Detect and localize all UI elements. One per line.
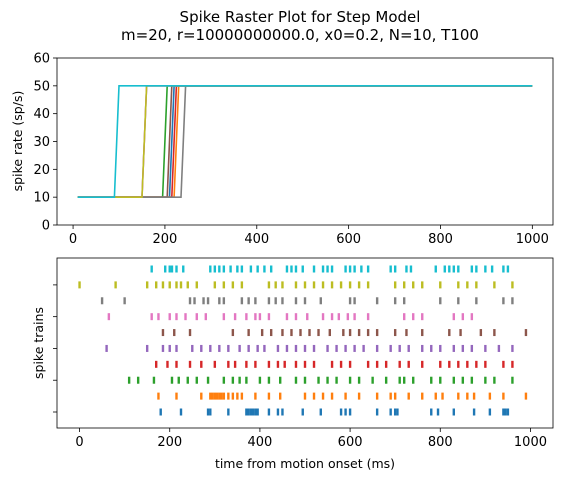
raster-plot-axes: 0 200 400 600 800 1000 — [53, 257, 554, 450]
chart-title-line2: m=20, r=10000000000.0, x0=0.2, N=10, T10… — [121, 26, 479, 44]
rate-ytick-label-1: 10 — [33, 191, 50, 206]
raster-xtick-label-2: 400 — [247, 435, 272, 450]
rate-xtick-label-1: 200 — [153, 232, 178, 247]
rate-ytick-label-3: 30 — [33, 135, 50, 150]
raster-plot-frame — [56, 257, 554, 429]
rate-xtick-label-3: 600 — [336, 232, 361, 247]
raster-xtick-label-0: 0 — [75, 435, 83, 450]
rate-ytick-label-2: 20 — [33, 163, 50, 178]
rate-plot-axes: 0 200 400 600 800 1000 0 10 20 30 40 50 60 — [33, 52, 554, 247]
rate-xtick-label-4: 800 — [428, 232, 453, 247]
rate-series-line-8 — [77, 85, 533, 198]
rate-xtick-label-5: 1000 — [516, 232, 549, 247]
chart-title-line1: Spike Raster Plot for Step Model — [180, 8, 421, 26]
rate-ytick-label-4: 40 — [33, 107, 50, 122]
rate-ytick-label-6: 60 — [33, 52, 50, 67]
raster-plot-xlabel: time from motion onset (ms) — [215, 456, 395, 471]
rate-plot-ylabel: spike rate (sp/s) — [10, 91, 25, 192]
raster-xtick-label-1: 200 — [157, 435, 182, 450]
rate-series-line-9 — [77, 85, 533, 198]
rate-xtick-label-2: 400 — [244, 232, 269, 247]
raster-plot-ylabel: spike trains — [31, 307, 46, 379]
rate-xtick-label-0: 0 — [69, 232, 77, 247]
rate-plot-frame — [56, 57, 554, 226]
raster-xtick-label-5: 1000 — [514, 435, 547, 450]
rate-ytick-label-0: 0 — [42, 219, 50, 234]
rate-ytick-label-5: 50 — [33, 79, 50, 94]
raster-xtick-label-4: 800 — [428, 435, 453, 450]
raster-xtick-label-3: 600 — [338, 435, 363, 450]
